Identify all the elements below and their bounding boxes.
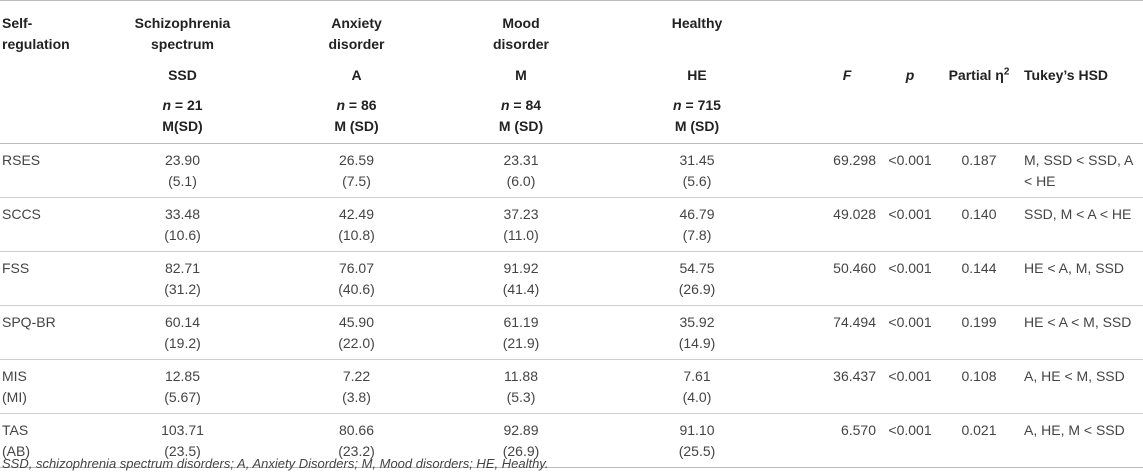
cell-a: 76.07 (40.6) xyxy=(338,260,375,297)
cell-a: 42.49 (10.8) xyxy=(338,206,375,243)
cell-p: <0.001 xyxy=(888,152,932,168)
cell-a: 7.22 (3.8) xyxy=(342,368,371,405)
table-row: MIS (MI) 12.85 (5.67) 7.22 (3.8) 11.88 (5.3)… xyxy=(0,360,1143,414)
table-row: TAS (AB) 103.71 (23.5) 80.66 (23.2) 92.89 (2… xyxy=(0,414,1143,468)
cell-a: 45.90 (22.0) xyxy=(338,314,375,351)
cell-ssd: 12.85 (5.67) xyxy=(164,368,201,405)
row-label: RSES xyxy=(2,152,41,168)
header-a-n: n = 86 M (SD) xyxy=(334,97,379,134)
header-m-name: Mood disorder xyxy=(492,15,549,52)
cell-tukey: SSD, M < A < HE xyxy=(1024,206,1132,222)
cell-tukey: M, SSD < SSD, A < HE xyxy=(1024,152,1133,189)
header-p: p xyxy=(905,67,915,83)
cell-ssd: 23.90 (5.1) xyxy=(164,152,201,189)
header-ssd-n: n = 21 M(SD) xyxy=(162,97,203,134)
header-m-abbr: M xyxy=(515,67,527,83)
row-label: MIS (MI) xyxy=(2,368,27,405)
cell-p: <0.001 xyxy=(888,206,932,222)
cell-he: 7.61 (4.0) xyxy=(682,368,712,405)
row-label: SPQ-BR xyxy=(2,314,56,330)
table-row: FSS 82.71 (31.2) 76.07 (40.6) 91.92 (41.4) … xyxy=(0,252,1143,306)
cell-ssd: 103.71 (23.5) xyxy=(161,422,204,459)
cell-he: 54.75 (26.9) xyxy=(678,260,716,297)
cell-a: 26.59 (7.5) xyxy=(338,152,375,189)
table-header: Self- regulation Schizophrenia spectrum … xyxy=(0,0,1143,144)
table-row: RSES 23.90 (5.1) 26.59 (7.5) 23.31 (6.0) 31… xyxy=(0,144,1143,198)
cell-tukey: A, HE, M < SSD xyxy=(1024,422,1125,438)
table-row: SPQ-BR 60.14 (19.2) 45.90 (22.0) 61.19 (21.… xyxy=(0,306,1143,360)
cell-eta: 0.140 xyxy=(961,206,997,222)
header-tukey: Tukey’s HSD xyxy=(1024,67,1109,83)
cell-eta: 0.108 xyxy=(961,368,997,384)
cell-he: 91.10 (25.5) xyxy=(678,422,716,459)
header-row-n: n = 21 M(SD) n = 86 M (SD) n = 84 M (SD)… xyxy=(0,86,1143,144)
header-a-abbr: A xyxy=(351,67,362,83)
cell-eta: 0.187 xyxy=(961,152,997,168)
cell-he: 46.79 (7.8) xyxy=(679,206,715,243)
cell-m: 91.92 (41.4) xyxy=(502,260,540,297)
table-body: RSES 23.90 (5.1) 26.59 (7.5) 23.31 (6.0) 31… xyxy=(0,144,1143,468)
cell-tukey: A, HE < M, SSD xyxy=(1024,368,1125,384)
cell-f: 36.437 xyxy=(833,368,876,384)
cell-eta: 0.144 xyxy=(961,260,997,276)
cell-ssd: 33.48 (10.6) xyxy=(164,206,201,243)
cell-m: 92.89 (26.9) xyxy=(502,422,540,459)
header-self-regulation: Self- regulation xyxy=(2,15,70,52)
row-label: FSS xyxy=(2,260,30,276)
cell-eta: 0.199 xyxy=(961,314,997,330)
header-he-abbr: HE xyxy=(687,67,707,83)
header-row-names: Self- regulation Schizophrenia spectrum … xyxy=(0,1,1143,56)
header-m-n: n = 84 M (SD) xyxy=(498,97,544,134)
cell-a: 80.66 (23.2) xyxy=(338,422,375,459)
table-row: SCCS 33.48 (10.6) 42.49 (10.8) 37.23 (11.0)… xyxy=(0,198,1143,252)
header-he-n: n = 715 M (SD) xyxy=(673,97,721,134)
cell-f: 74.494 xyxy=(833,314,876,330)
row-label: TAS (AB) xyxy=(2,422,30,459)
cell-p: <0.001 xyxy=(888,314,932,330)
cell-m: 37.23 (11.0) xyxy=(503,206,539,243)
row-label: SCCS xyxy=(2,206,41,222)
header-f: F xyxy=(842,67,852,83)
header-a-name: Anxiety disorder xyxy=(328,15,385,52)
cell-ssd: 82.71 (31.2) xyxy=(164,260,201,297)
cell-f: 50.460 xyxy=(833,260,876,276)
cell-m: 11.88 (5.3) xyxy=(504,368,538,405)
cell-f: 69.298 xyxy=(833,152,876,168)
header-ssd-name: Schizophrenia spectrum xyxy=(134,15,231,52)
cell-m: 61.19 (21.9) xyxy=(502,314,540,351)
cell-eta: 0.021 xyxy=(961,422,997,438)
cell-m: 23.31 (6.0) xyxy=(503,152,539,189)
cell-f: 49.028 xyxy=(833,206,876,222)
header-row-abbr: SSD A M HE F p Partial η2 Tukey’s HSD xyxy=(0,55,1143,86)
cell-f: 6.570 xyxy=(840,422,876,438)
cell-p: <0.001 xyxy=(888,260,932,276)
cell-p: <0.001 xyxy=(888,422,932,438)
table-footnote: SSD, schizophrenia spectrum disorders; A… xyxy=(2,456,549,471)
header-he-name: Healthy xyxy=(671,15,723,31)
header-ssd-abbr: SSD xyxy=(168,67,197,83)
cell-he: 35.92 (14.9) xyxy=(678,314,716,351)
cell-p: <0.001 xyxy=(888,368,932,384)
cell-tukey: HE < A < M, SSD xyxy=(1024,314,1132,330)
cell-he: 31.45 (5.6) xyxy=(679,152,715,189)
header-partial-eta: Partial η2 xyxy=(948,66,1010,83)
cell-ssd: 60.14 (19.2) xyxy=(164,314,201,351)
cell-tukey: HE < A, M, SSD xyxy=(1024,260,1124,276)
